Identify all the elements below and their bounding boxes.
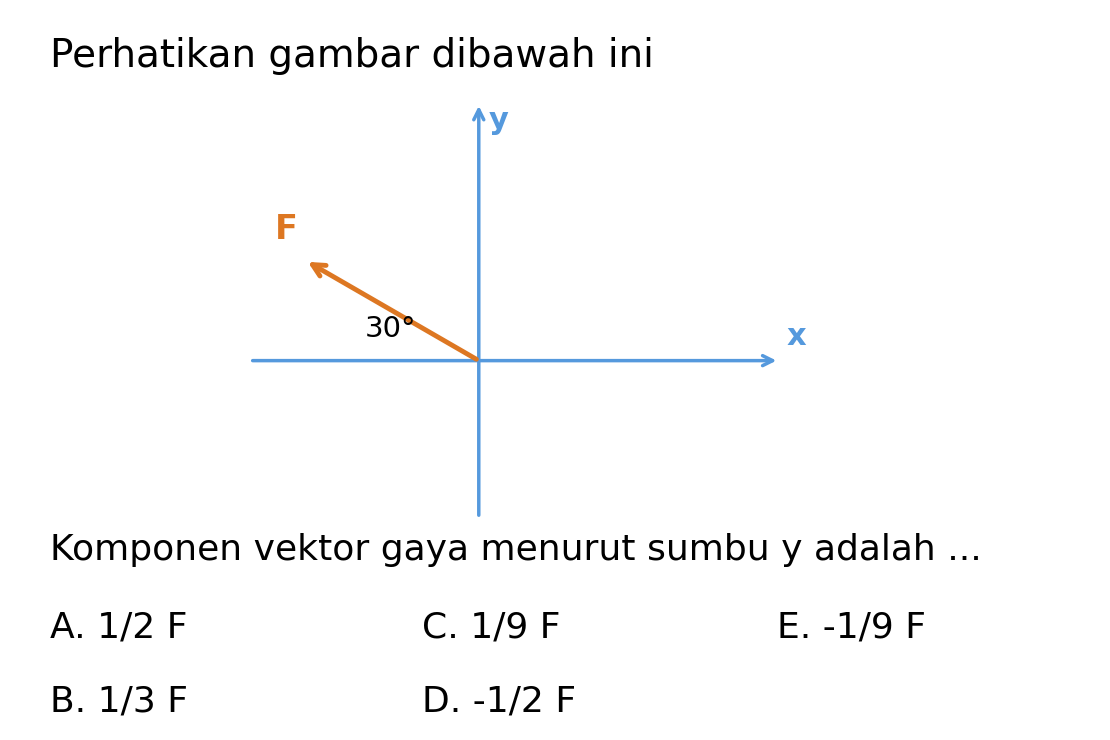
- Text: C. 1/9 F: C. 1/9 F: [422, 610, 561, 645]
- Text: E. -1/9 F: E. -1/9 F: [777, 610, 926, 645]
- Text: B. 1/3 F: B. 1/3 F: [50, 684, 188, 719]
- Text: Komponen vektor gaya menurut sumbu y adalah ...: Komponen vektor gaya menurut sumbu y ada…: [50, 533, 981, 567]
- Text: D. -1/2 F: D. -1/2 F: [422, 684, 576, 719]
- Text: F: F: [275, 213, 299, 246]
- Text: y: y: [488, 106, 508, 135]
- Text: 30°: 30°: [364, 315, 416, 343]
- Text: A. 1/2 F: A. 1/2 F: [50, 610, 188, 645]
- Text: Perhatikan gambar dibawah ini: Perhatikan gambar dibawah ini: [50, 37, 654, 75]
- Text: x: x: [786, 322, 806, 351]
